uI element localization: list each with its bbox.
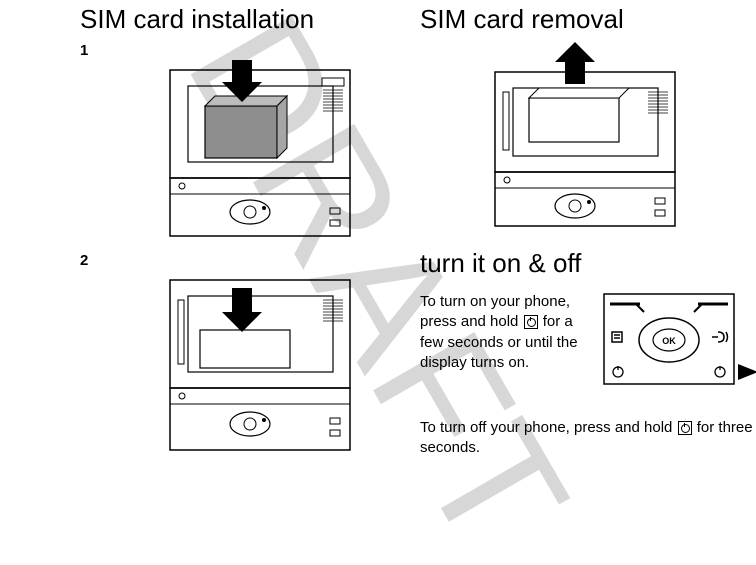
diagram-sim-install [160, 60, 360, 245]
diagram-keypad: OK [600, 290, 756, 405]
step-number-2: 2 [80, 252, 88, 269]
power-icon [524, 315, 538, 329]
diagram-sim-install-2 [160, 270, 360, 465]
step-number-1: 1 [80, 42, 88, 59]
turn-on-paragraph: To turn on your phone, press and hold fo… [420, 292, 590, 383]
svg-text:OK: OK [662, 336, 676, 346]
turn-off-paragraph: To turn off your phone, press and hold f… [420, 418, 755, 469]
heading-sim-install: SIM card installation [80, 4, 314, 35]
power-icon-2 [678, 421, 692, 435]
turn-off-text-a: To turn off your phone, press and hold [420, 419, 677, 436]
heading-turn-on-off: turn it on & off [420, 248, 581, 279]
heading-sim-removal: SIM card removal [420, 4, 624, 35]
diagram-sim-removal [485, 42, 695, 237]
